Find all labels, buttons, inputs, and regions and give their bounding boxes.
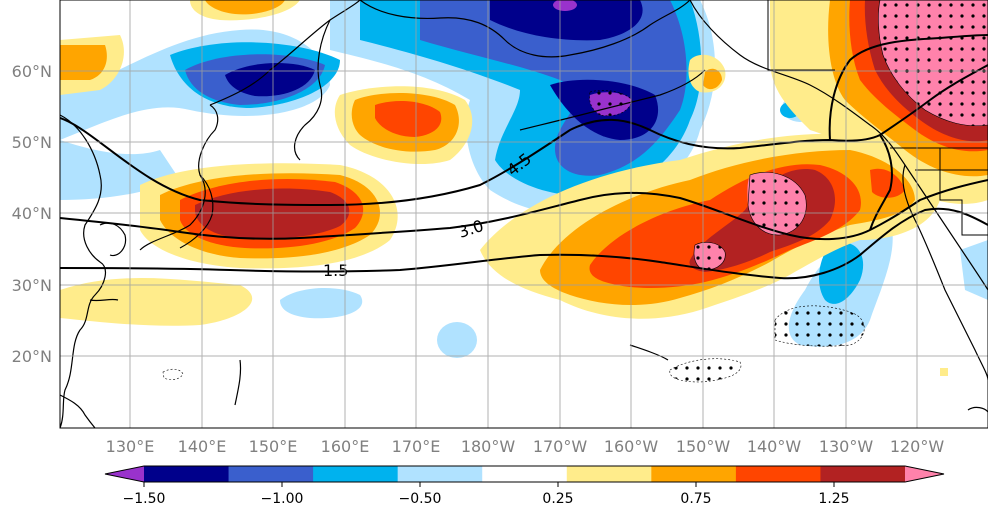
- lon-label-130w: 130°W: [819, 437, 874, 456]
- colorbar-cell: [566, 466, 652, 482]
- colorbar-tick-label: 0.75: [680, 491, 711, 507]
- political-borders: [767, 0, 988, 236]
- lat-label-60n: 60°N: [12, 62, 52, 81]
- lon-label-180w: 180°W: [461, 437, 516, 456]
- lat-label-50n: 50°N: [12, 133, 52, 152]
- contour-lines: [60, 34, 988, 280]
- colorbar-tick-label: −0.50: [399, 491, 442, 507]
- colorbar-cell: [313, 466, 399, 482]
- colorbar-ticks: [143, 482, 835, 487]
- lat-label-40n: 40°N: [12, 204, 52, 223]
- lon-label-120w: 120°W: [890, 437, 945, 456]
- lon-label-140e: 140°E: [178, 437, 227, 456]
- significance-stipple: [162, 0, 988, 383]
- colorbar: −1.50 −1.00 −0.50 0.25 0.75 1.25: [104, 465, 945, 507]
- lon-label-170e: 170°E: [392, 437, 441, 456]
- colorbar-cell: [820, 466, 906, 482]
- colorbar-tick-label: 1.25: [818, 491, 849, 507]
- colorbar-cell: [482, 466, 568, 482]
- colorbar-extend-low: [105, 466, 144, 482]
- gridlines: [60, 0, 988, 428]
- colorbar-tick-label: 0.25: [542, 491, 573, 507]
- colorbar-cell: [397, 466, 483, 482]
- map-frame: [59, 0, 988, 429]
- contour-label-1-5: 1.5: [323, 261, 348, 280]
- colorbar-cell: [651, 466, 737, 482]
- lon-label-170w: 170°W: [533, 437, 588, 456]
- longitude-labels: 130°E 140°E 150°E 160°E 170°E 180°W 170°…: [106, 437, 945, 456]
- lon-label-150e: 150°E: [249, 437, 298, 456]
- colorbar-tick-label: −1.50: [123, 491, 166, 507]
- map-panel: 4.5 3.0 1.5: [60, 0, 988, 428]
- colorbar-extend-high: [905, 466, 944, 482]
- coastlines: [60, 0, 988, 428]
- lon-label-150w: 150°W: [676, 437, 731, 456]
- lon-label-140w: 140°W: [747, 437, 802, 456]
- lat-label-20n: 20°N: [12, 347, 52, 366]
- lon-label-130e: 130°E: [106, 437, 155, 456]
- colorbar-tick-label: −1.00: [261, 491, 304, 507]
- lon-label-160w: 160°W: [604, 437, 659, 456]
- colorbar-cells: [105, 466, 944, 482]
- colorbar-cell: [228, 466, 314, 482]
- colorbar-cell: [735, 466, 821, 482]
- colorbar-cell: [144, 466, 230, 482]
- latitude-labels: 60°N 50°N 40°N 30°N 20°N: [12, 62, 52, 366]
- lat-label-30n: 30°N: [12, 276, 52, 295]
- lon-label-160e: 160°E: [321, 437, 370, 456]
